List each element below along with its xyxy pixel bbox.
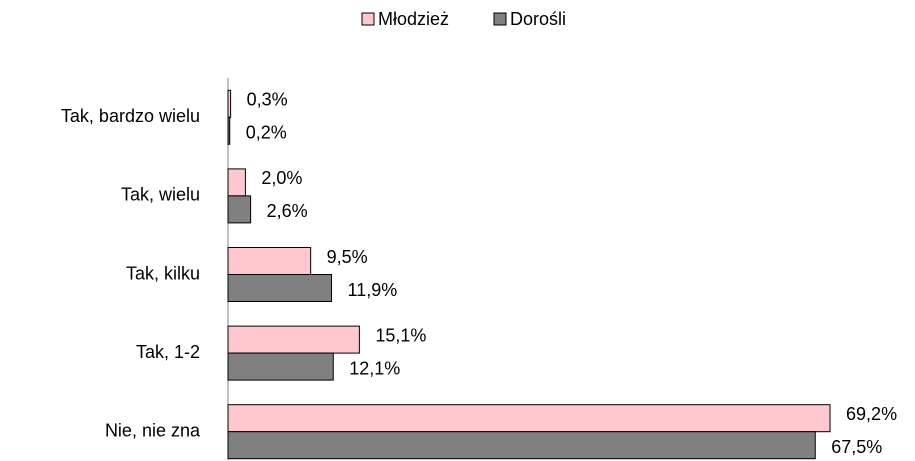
data-label: 9,5% [327,247,368,267]
bar [227,195,252,224]
legend-swatch [361,12,375,26]
data-label: 2,0% [261,168,302,188]
bar [227,168,246,197]
y-tick-label: Tak, wielu [121,185,200,205]
legend-label: Dorośli [510,9,566,29]
data-label: 69,2% [846,404,897,424]
bar [227,116,231,145]
bar [227,247,312,275]
data-label: 0,2% [246,123,287,143]
bar [227,89,232,118]
y-tick-label: Tak, kilku [126,263,200,283]
legend-label: Młodzież [378,9,449,29]
bar [227,431,816,460]
data-label: 0,3% [247,90,288,110]
bar [227,404,831,433]
bar [227,352,334,381]
bar [227,325,360,354]
data-label: 67,5% [831,437,882,457]
data-label: 11,9% [348,280,398,300]
bar [227,274,333,302]
data-label: 12,1% [349,358,400,378]
y-tick-label: Nie, nie zna [105,420,201,440]
data-label: 2,6% [267,201,308,221]
legend-swatch [493,12,507,26]
data-label: 15,1% [375,325,426,345]
y-tick-label: Tak, bardzo wielu [61,106,200,126]
y-tick-label: Tak, 1-2 [136,342,200,362]
